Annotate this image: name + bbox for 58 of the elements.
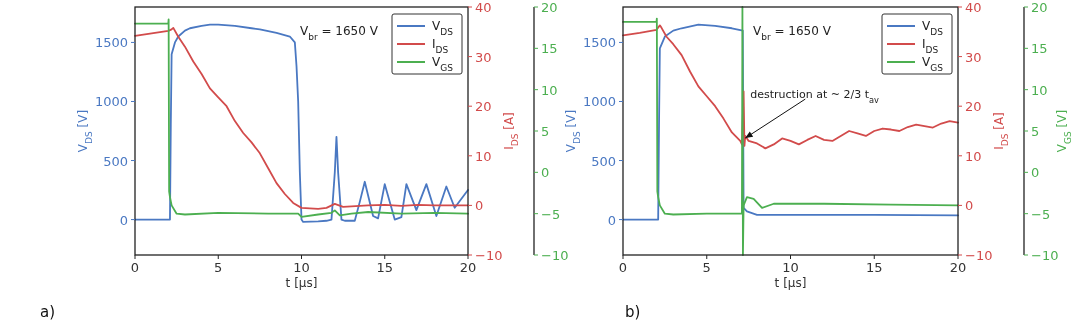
y2-tick-label: 10 <box>475 148 492 164</box>
y-tick-label: 0 <box>607 212 616 228</box>
y3-tick-label: −10 <box>541 248 569 263</box>
y3-tick-label: 10 <box>541 82 558 98</box>
y2-tick-label: 0 <box>475 198 484 214</box>
y3-tick-label: 0 <box>541 165 550 181</box>
y3-tick-label: −5 <box>541 206 561 222</box>
y2-tick-label: −10 <box>965 248 993 263</box>
y-tick-label: 500 <box>103 153 128 169</box>
y3-tick-label: 5 <box>1031 124 1040 139</box>
x-tick-label: 10 <box>782 260 799 275</box>
legend-label: V$_{DS}$ <box>432 19 454 37</box>
y-tick-label: 1000 <box>94 94 128 110</box>
y-tick-label: 1500 <box>582 35 616 51</box>
y-tick-label: 1000 <box>582 94 616 110</box>
y3-tick-label: 10 <box>1031 82 1048 98</box>
y-tick-label: 500 <box>591 153 616 169</box>
y3-tick-label: 5 <box>541 124 550 139</box>
y3-tick-label: −10 <box>1031 248 1059 263</box>
y3-tick-label: 15 <box>541 41 558 57</box>
legend-label: V$_{GS}$ <box>922 55 944 73</box>
x-axis-title: t [µs] <box>774 276 807 290</box>
x-tick-label: 5 <box>214 260 223 275</box>
line-series <box>622 6 959 256</box>
y3-tick-label: −5 <box>1031 206 1051 222</box>
y3-tick-label: 20 <box>541 0 558 15</box>
y2-tick-label: 30 <box>965 49 982 65</box>
x-tick-label: 10 <box>293 260 310 275</box>
y2-tick-label: 30 <box>475 49 492 65</box>
legend-label: I$_{DS}$ <box>432 37 449 55</box>
y2-tick-label: −10 <box>475 248 503 263</box>
text: b) <box>625 303 641 321</box>
x-axis-title: t [µs] <box>285 276 318 290</box>
x-tick-label: 5 <box>702 260 711 275</box>
x-tick-label: 0 <box>618 260 628 275</box>
y2-tick-label: 40 <box>965 0 982 15</box>
y2-tick-label: 40 <box>475 0 492 15</box>
y2-tick-label: 20 <box>475 99 492 115</box>
annotation: V$_{br}$ = 1650 V <box>300 24 379 42</box>
y2-tick-label: 20 <box>965 99 982 115</box>
legend-label: V$_{DS}$ <box>922 19 944 37</box>
annotation: destruction at ~ 2/3 t$_{av}$ <box>750 88 880 106</box>
x-tick-label: 0 <box>130 260 140 275</box>
y3-tick-label: 15 <box>1031 41 1048 57</box>
legend-label: V$_{GS}$ <box>432 55 454 73</box>
x-tick-label: 15 <box>865 260 883 275</box>
y2-tick-label: 10 <box>965 148 982 164</box>
y2-tick-label: 0 <box>965 198 974 214</box>
y3-tick-label: 0 <box>1031 165 1040 181</box>
text: a) <box>40 303 56 321</box>
x-tick-label: 20 <box>949 260 967 275</box>
x-tick-label: 15 <box>376 260 394 275</box>
y-tick-label: 1500 <box>94 35 128 51</box>
legend-label: I$_{DS}$ <box>922 37 939 55</box>
x-tick-label: 20 <box>459 260 477 275</box>
y-tick-label: 0 <box>119 212 128 228</box>
y3-tick-label: 20 <box>1031 0 1048 15</box>
annotation: V$_{br}$ = 1650 V <box>753 24 832 42</box>
